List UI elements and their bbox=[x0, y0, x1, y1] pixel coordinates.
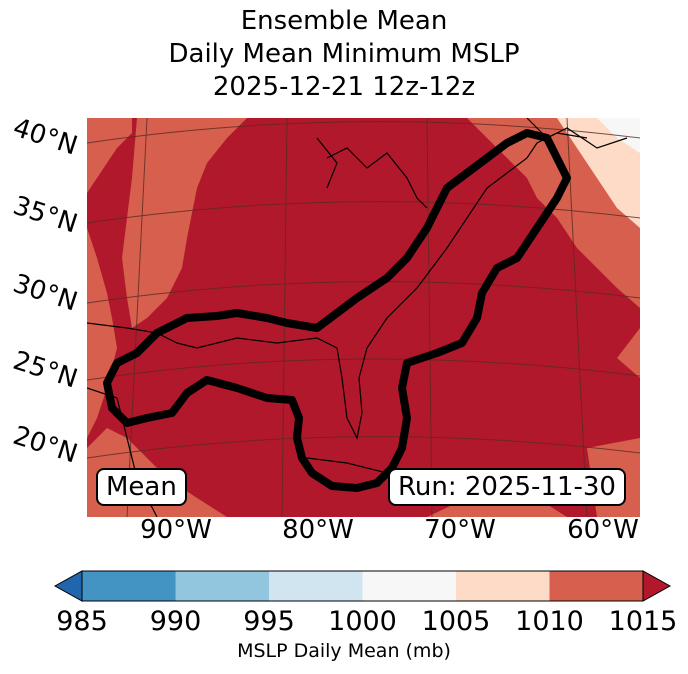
colorbar-outline bbox=[81, 570, 644, 602]
colorbar-segment bbox=[82, 571, 176, 601]
title-line-3: 2025-12-21 12z-12z bbox=[212, 72, 476, 102]
colorbar-segment bbox=[269, 571, 363, 601]
colorbar-tick-label: 1015 bbox=[608, 606, 678, 637]
lat-label-25: 25°N bbox=[9, 345, 81, 395]
colorbar-segment bbox=[362, 571, 457, 601]
lat-label-35: 35°N bbox=[9, 190, 81, 240]
map bbox=[87, 118, 640, 517]
colorbar-over-triangle bbox=[642, 570, 672, 602]
colorbar-segment bbox=[175, 571, 270, 601]
title-line-2: Daily Mean Minimum MSLP bbox=[168, 39, 520, 69]
colorbar-tick-label: 1000 bbox=[328, 606, 397, 637]
lon-label-80: 80°W bbox=[282, 515, 354, 545]
lon-label-90: 90°W bbox=[140, 515, 212, 545]
colorbar-tick-label: 995 bbox=[243, 606, 295, 637]
colorbar-tick-label: 985 bbox=[56, 606, 108, 637]
lat-label-30: 30°N bbox=[9, 268, 81, 318]
colorbar bbox=[53, 570, 672, 602]
colorbar-segment bbox=[549, 571, 644, 601]
field-1010-east bbox=[427, 118, 640, 517]
colorbar-tick-label: 1010 bbox=[515, 606, 584, 637]
lon-label-70: 70°W bbox=[424, 515, 496, 545]
mean-label-box: Mean bbox=[96, 468, 187, 506]
lat-label-40: 40°N bbox=[9, 112, 81, 162]
field-1005 bbox=[557, 118, 640, 228]
colorbar-label: MSLP Daily Mean (mb) bbox=[237, 640, 451, 662]
coastlines bbox=[87, 118, 628, 517]
run-label-box: Run: 2025-11-30 bbox=[388, 468, 626, 506]
title-line-1: Ensemble Mean bbox=[240, 6, 448, 36]
contour-1015 bbox=[103, 129, 571, 492]
colorbar-under-triangle bbox=[53, 570, 83, 602]
colorbar-tick-label: 1005 bbox=[421, 606, 491, 637]
lon-label-60: 60°W bbox=[567, 515, 639, 545]
lat-label-20: 20°N bbox=[9, 420, 81, 470]
colorbar-tick-label: 990 bbox=[149, 606, 202, 637]
colorbar-segment bbox=[456, 571, 550, 601]
